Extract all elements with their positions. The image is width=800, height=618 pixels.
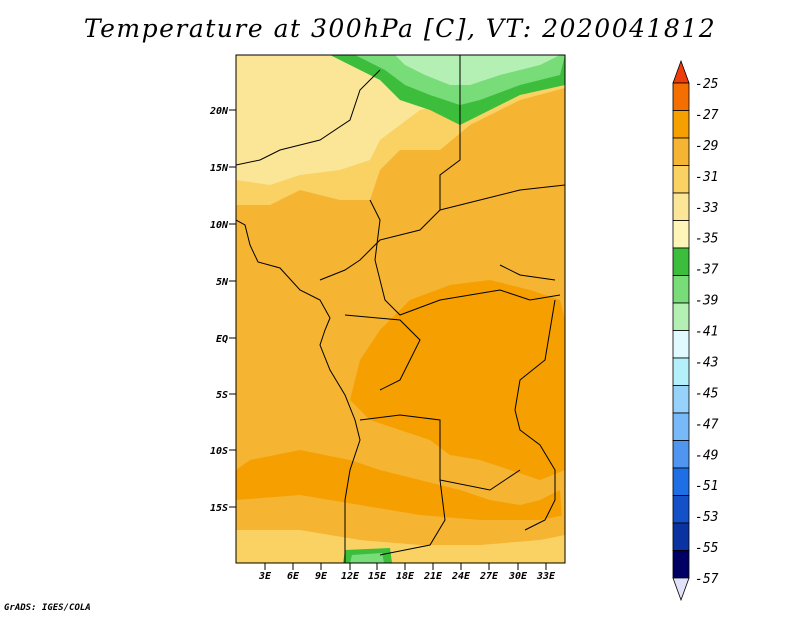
- lon-tick-label: 24E: [451, 571, 471, 582]
- border-line-1: [319, 55, 461, 281]
- colorbar: -25 -27 -29 -31 -33 -35 -37 -39 -41 -43 -45 -47 -49 -…: [672, 59, 719, 602]
- colorbar-label: -47: [695, 417, 719, 432]
- colorbar-swatch: [672, 220, 690, 249]
- east-coast-line: [514, 299, 556, 531]
- lon-tick-label: 27E: [479, 571, 499, 582]
- contour-band-southern-yellow: [236, 530, 565, 563]
- lon-tick-label: 6E: [287, 571, 300, 582]
- map-title: Temperature at 300hPa [C], VT: 202004181…: [83, 14, 717, 43]
- lon-axis: 3E 6E 9E 12E 15E 18E 21E 24E 27E 30E 33E: [258, 563, 556, 582]
- colorbar-swatch: [672, 522, 690, 551]
- colorbar-label: -31: [695, 170, 718, 185]
- colorbar-bottom-arrow: [672, 577, 690, 602]
- contour-band-south-lightgreen: [350, 553, 384, 563]
- colorbar-swatch: [672, 550, 690, 579]
- colorbar-top-arrow: [672, 59, 690, 84]
- colorbar-label: -45: [695, 386, 719, 401]
- colorbar-swatch: [672, 302, 690, 331]
- border-line-5: [344, 314, 421, 391]
- colorbar-label: -35: [695, 232, 719, 247]
- lon-tick-label: 12E: [341, 571, 360, 582]
- colorbar-swatch: [672, 330, 690, 359]
- colorbar-swatch: [672, 467, 690, 496]
- lon-tick-label: 9E: [315, 571, 328, 582]
- colorbar-swatch: [672, 385, 690, 414]
- border-line-3: [236, 69, 381, 166]
- lat-tick-label: 10S: [210, 446, 228, 457]
- colorbar-label: -29: [695, 139, 718, 154]
- colorbar-label: -53: [695, 510, 718, 525]
- colorbar-swatch: [672, 165, 690, 194]
- contour-band-green-3: [395, 55, 560, 85]
- lon-tick-label: 3E: [258, 571, 272, 582]
- colorbar-swatch: [672, 412, 690, 441]
- west-coast-line: [236, 219, 361, 563]
- colorbar-label: -49: [695, 448, 718, 463]
- border-line-8: [499, 264, 556, 281]
- colorbar-swatch: [672, 192, 690, 221]
- lat-axis: 20N 15N 10N 5N EQ 5S 10S 15S: [209, 106, 236, 514]
- lon-tick-label: 18E: [396, 571, 415, 582]
- lat-tick-label: 20N: [209, 106, 229, 117]
- lat-tick-label: 10N: [210, 220, 229, 231]
- lat-tick-label: EQ: [216, 334, 228, 345]
- coastlines-borders: [236, 55, 565, 563]
- lat-tick-label: 5S: [216, 390, 228, 401]
- colorbar-label: -33: [695, 201, 718, 216]
- contour-band-37-35: [236, 55, 360, 110]
- plot-frame: [235, 54, 566, 564]
- colorbar-label: -25: [695, 77, 719, 92]
- colorbar-swatch: [672, 137, 690, 166]
- border-line-7: [379, 479, 446, 556]
- colorbar-label: -41: [695, 325, 718, 340]
- colorbar-label: -27: [695, 108, 719, 123]
- colorbar-swatch: [672, 275, 690, 304]
- border-line-6: [359, 414, 521, 491]
- colorbar-label: -39: [695, 294, 718, 309]
- grads-credit: GrADS: IGES/COLA: [4, 603, 91, 613]
- lon-tick-label: 33E: [536, 571, 556, 582]
- contour-band-29-27: [350, 280, 565, 480]
- lon-tick-label: 21E: [423, 571, 443, 582]
- border-line-2: [369, 199, 561, 316]
- lon-tick-label: 30E: [508, 571, 528, 582]
- colorbar-label: -43: [695, 355, 718, 370]
- colorbar-label: -37: [695, 263, 719, 278]
- colorbar-label: -51: [695, 479, 718, 494]
- border-line-4: [439, 184, 565, 211]
- colorbar-swatch: [672, 495, 690, 524]
- colorbar-label: -55: [695, 541, 719, 556]
- lon-tick-label: 15E: [368, 571, 387, 582]
- colorbar-swatch: [672, 82, 690, 111]
- colorbar-swatch: [672, 247, 690, 276]
- colorbar-swatch: [672, 440, 690, 469]
- colorbar-swatch: [672, 357, 690, 386]
- colorbar-label: -57: [695, 572, 719, 587]
- lat-tick-label: 15S: [210, 503, 228, 514]
- lat-tick-label: 15N: [210, 163, 229, 174]
- temperature-field: [236, 55, 565, 563]
- colorbar-swatch: [672, 110, 690, 139]
- lat-tick-label: 5N: [216, 277, 229, 288]
